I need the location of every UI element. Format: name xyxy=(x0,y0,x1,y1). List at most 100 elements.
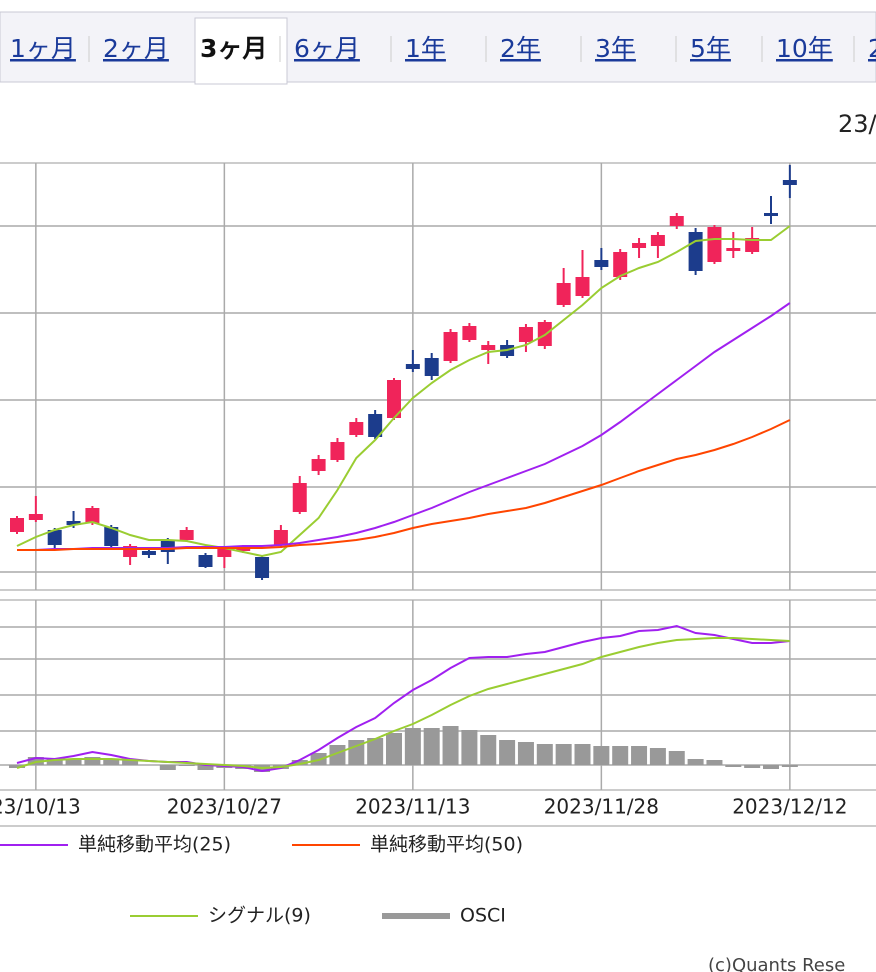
candle-body xyxy=(236,548,251,551)
candle-body xyxy=(481,345,496,350)
tab-bar xyxy=(0,11,876,83)
candle-body xyxy=(330,442,345,460)
candle-body xyxy=(160,541,175,552)
candle-body xyxy=(28,514,43,520)
x-tick-label: 2023/11/28 xyxy=(544,795,659,819)
osci-bar xyxy=(178,765,195,766)
osci-bar xyxy=(687,759,704,765)
osci-bar xyxy=(631,746,648,765)
header-date: 23/ xyxy=(838,110,876,138)
tab[interactable]: 1ヶ月 xyxy=(10,34,76,63)
candle-body xyxy=(273,530,288,545)
legend-label: 単純移動平均(25) xyxy=(78,834,231,856)
osci-bar xyxy=(668,751,685,765)
osci-bar xyxy=(649,748,666,765)
candle-body xyxy=(255,557,270,578)
candle-body xyxy=(66,521,81,525)
candle-body xyxy=(518,327,533,342)
copyright: (c)Quants Rese xyxy=(708,955,845,972)
osci-bar xyxy=(423,728,440,765)
ma-line xyxy=(17,302,791,551)
candle-body xyxy=(669,216,684,226)
osci-bar xyxy=(536,744,553,765)
candle-body xyxy=(179,530,194,540)
candle-body xyxy=(650,235,665,246)
candle-body xyxy=(782,180,797,185)
candle-body xyxy=(462,326,477,340)
osci-bar xyxy=(593,746,610,765)
candle-body xyxy=(292,483,307,512)
tab[interactable]: 2 xyxy=(868,34,876,63)
osci-bar xyxy=(499,740,516,765)
x-tick-label: 2023/11/13 xyxy=(355,795,470,819)
legend-label: 単純移動平均(50) xyxy=(370,834,523,856)
osci-bar xyxy=(461,730,478,765)
tab[interactable]: 2ヶ月 xyxy=(103,34,169,63)
legend-label: シグナル(9) xyxy=(208,905,311,927)
legend-label: OSCI xyxy=(460,905,506,927)
candle-body xyxy=(123,546,138,557)
candle-body xyxy=(424,358,439,376)
osci-bar xyxy=(122,760,139,765)
x-tick-label: 2023/10/27 xyxy=(167,795,282,819)
candle-body xyxy=(311,459,326,471)
lower-line xyxy=(16,624,790,773)
osci-bar xyxy=(744,765,761,768)
candle-body xyxy=(405,364,420,369)
osci-bar xyxy=(442,726,459,765)
osci-bar xyxy=(329,745,346,765)
osci-bar xyxy=(291,760,308,765)
candle-body xyxy=(368,414,383,437)
tab[interactable]: 1年 xyxy=(405,34,446,63)
candle-body xyxy=(198,555,213,567)
candle-body xyxy=(707,227,722,262)
osci-bar xyxy=(348,740,365,765)
tab[interactable]: 3年 xyxy=(595,34,636,63)
osci-bar xyxy=(367,738,384,765)
osci-bar xyxy=(555,744,572,765)
tab: 3ヶ月 xyxy=(200,34,267,63)
lower-line xyxy=(16,637,790,770)
candle-body xyxy=(764,213,778,216)
candle-body xyxy=(217,549,232,557)
osci-bar xyxy=(46,759,63,765)
ma-line xyxy=(17,419,791,551)
candle-body xyxy=(688,232,703,271)
osci-bar xyxy=(159,765,176,770)
osci-bar xyxy=(65,759,82,765)
osci-bar xyxy=(404,728,421,765)
ma-line xyxy=(16,225,791,558)
osci-bar xyxy=(103,759,120,765)
candle-body xyxy=(556,283,571,305)
main-panel xyxy=(0,162,876,591)
candle-body xyxy=(85,508,100,523)
osci-bar xyxy=(706,760,723,765)
candle-body xyxy=(443,332,458,361)
tab[interactable]: 10年 xyxy=(776,34,833,63)
osci-bar xyxy=(574,744,591,765)
x-tick-label: 2023/12/12 xyxy=(732,795,847,819)
osci-bar xyxy=(725,765,742,767)
tab[interactable]: 2年 xyxy=(500,34,541,63)
candle-body xyxy=(726,248,741,251)
osci-bar xyxy=(480,735,497,765)
candle-body xyxy=(575,277,590,296)
osci-bar xyxy=(517,742,534,765)
candle-body xyxy=(594,260,609,267)
osci-bar xyxy=(781,765,798,767)
tab-selected-bg xyxy=(194,17,288,85)
tab[interactable]: 5年 xyxy=(690,34,731,63)
candle-body xyxy=(613,252,628,277)
candle-body xyxy=(141,551,156,555)
candle-body xyxy=(10,518,24,532)
candle-body xyxy=(632,243,647,248)
osci-bar xyxy=(197,765,214,770)
candle-body xyxy=(745,238,760,252)
tab[interactable]: 6ヶ月 xyxy=(294,34,360,63)
candle-body xyxy=(47,530,62,545)
candle-body xyxy=(104,527,119,546)
osci-bar xyxy=(84,757,101,765)
lower-panel xyxy=(0,599,876,791)
osci-bar xyxy=(9,765,25,768)
